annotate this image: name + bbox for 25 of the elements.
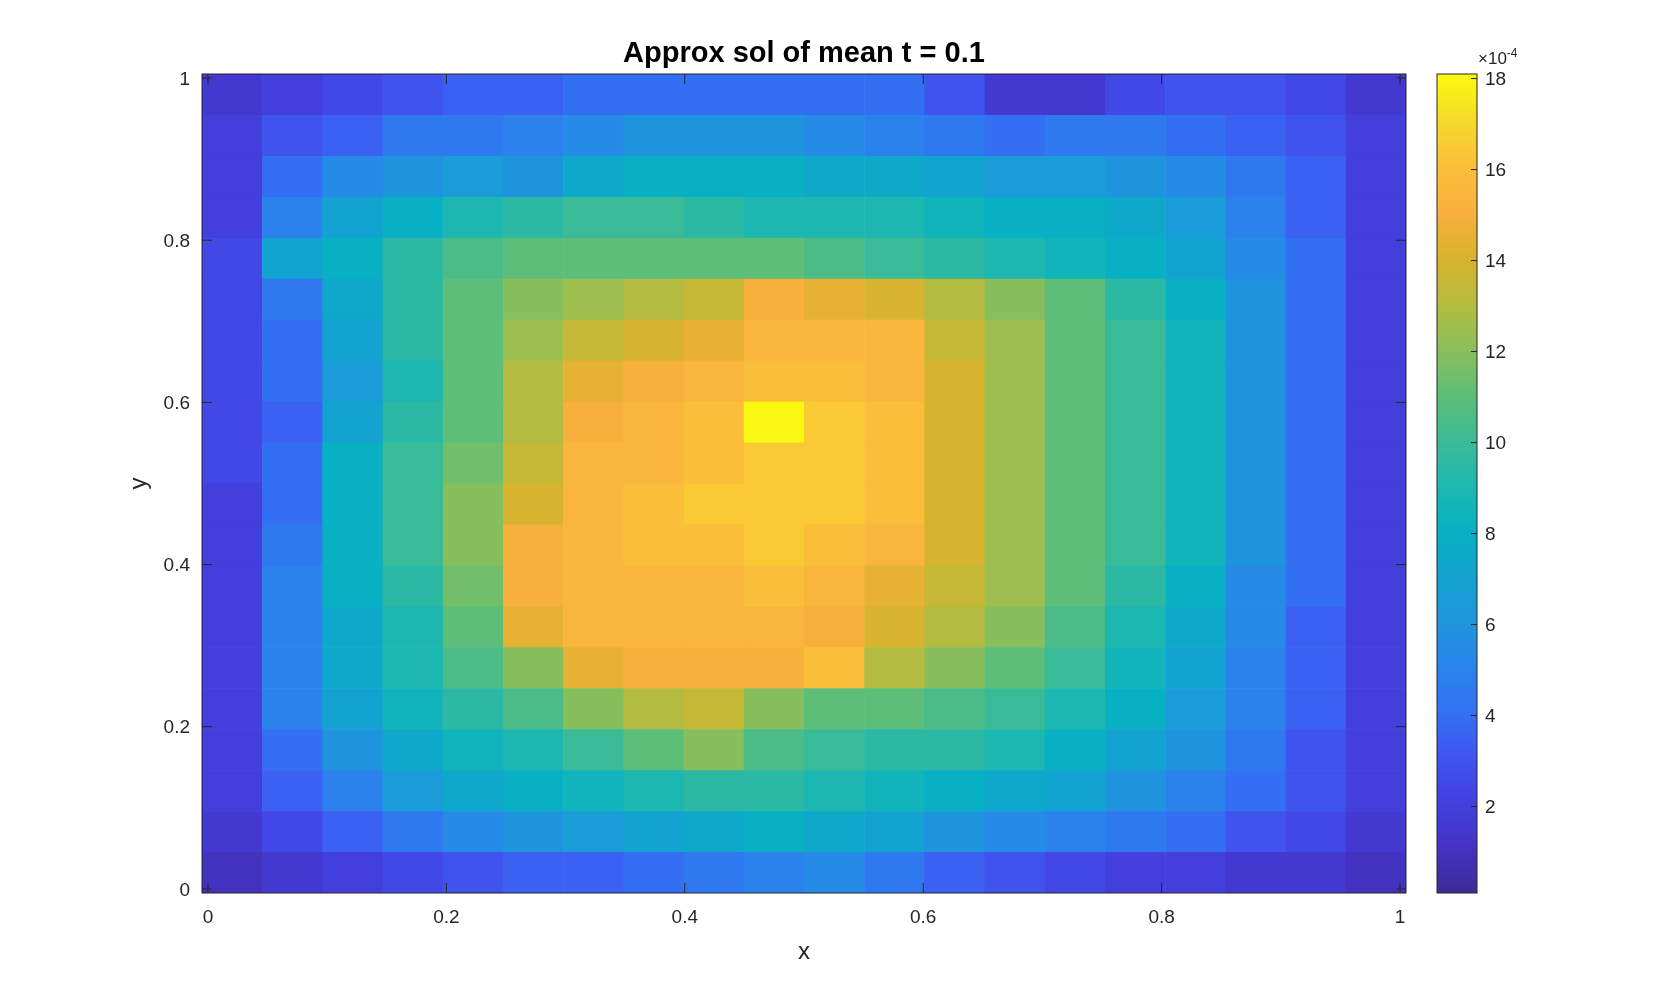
color-bar-label: 8 [1485, 523, 1496, 545]
color-bar-label: 6 [1485, 614, 1496, 636]
color-bar-label: 14 [1485, 250, 1507, 272]
x-tick-label: 0.2 [433, 906, 460, 927]
x-tick-label: 0.4 [671, 906, 699, 927]
y-tick-label: 0.8 [163, 229, 190, 251]
y-axis-title: y [124, 477, 151, 490]
x-tick-label: 0.8 [1148, 906, 1175, 927]
color-bar-label: 18 [1485, 68, 1507, 90]
y-tick-label: 1 [179, 67, 190, 89]
x-axis-title: x [798, 937, 810, 964]
y-tick-label: 0.2 [163, 716, 190, 738]
color-bar-title: ×10$^{-4}$ [1478, 46, 1518, 68]
chart-title: Approx sol of mean t = 0.1 [623, 36, 985, 68]
color-bar-label: 2 [1485, 796, 1496, 818]
x-tick-label: 0 [202, 906, 214, 927]
y-tick-label: 0.4 [163, 554, 191, 576]
color-bar-label: 4 [1485, 705, 1496, 727]
x-tick-label: 0.6 [910, 906, 937, 927]
color-bar-label: 16 [1485, 159, 1507, 181]
y-tick-label: 0.6 [163, 392, 190, 414]
color-bar-label: 12 [1485, 341, 1507, 363]
x-tick-label: 1 [1394, 906, 1406, 927]
y-tick-label: 0 [179, 878, 190, 900]
color-bar-label: 10 [1485, 432, 1507, 454]
